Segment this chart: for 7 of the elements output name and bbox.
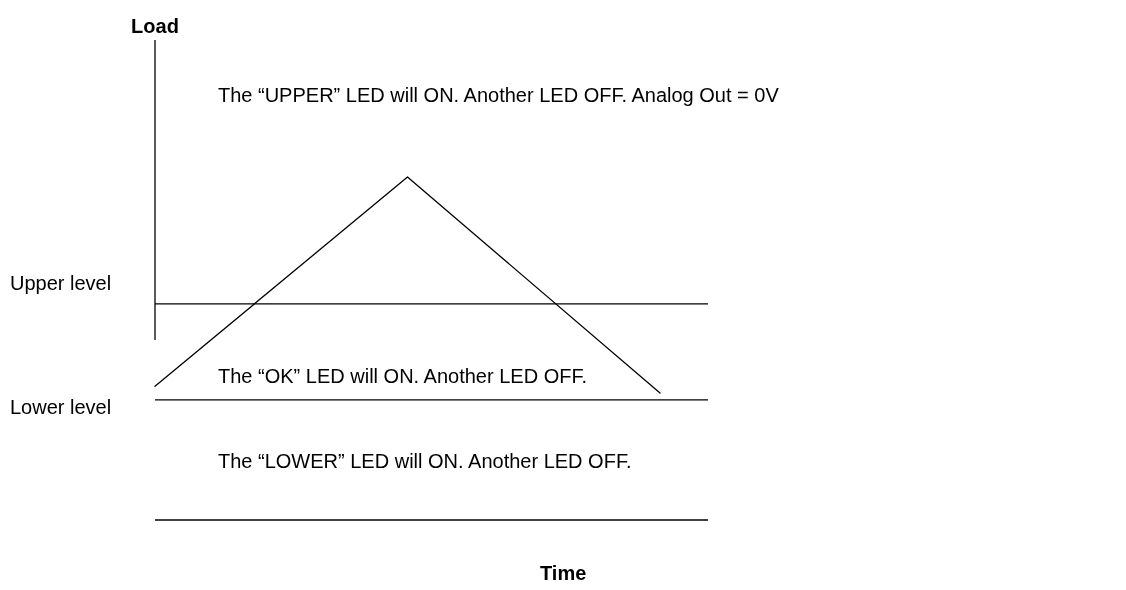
text: Load bbox=[131, 15, 179, 37]
text: The “UPPER” LED will ON. Another LED OFF. Analog Out = 0V bbox=[218, 84, 780, 106]
annotation: The “OK” LED will ON. Another LED OFF. bbox=[218, 364, 587, 387]
ref-line-label: Lower level bbox=[10, 395, 112, 418]
annotation: The “LOWER” LED will ON. Another LED OFF. bbox=[218, 449, 632, 472]
x-axis-title: Time bbox=[540, 562, 587, 584]
ref-line-label: Upper level bbox=[10, 271, 112, 294]
